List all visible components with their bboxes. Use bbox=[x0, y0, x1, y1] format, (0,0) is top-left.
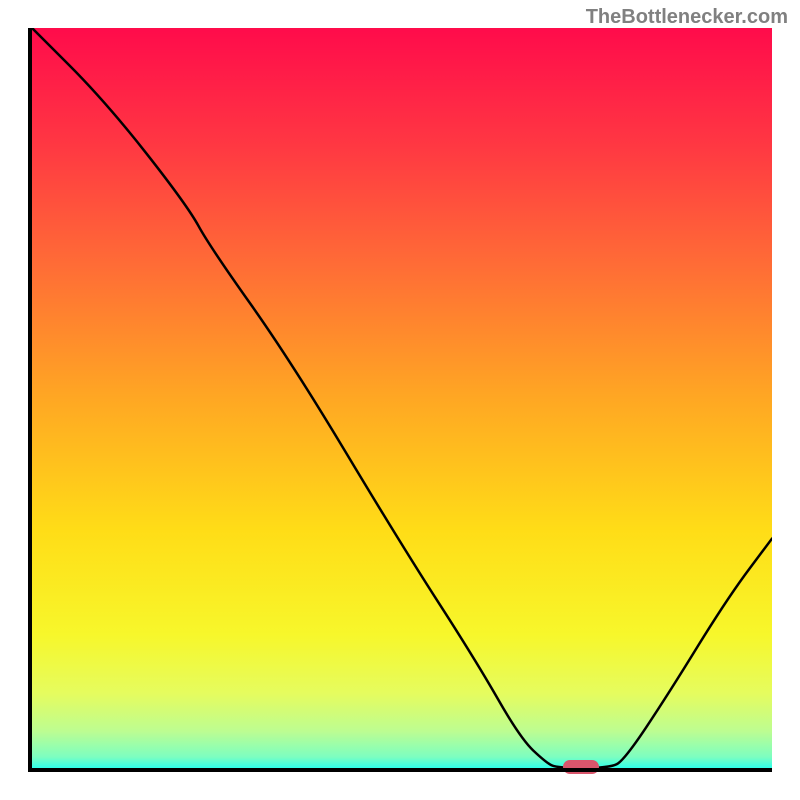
y-axis bbox=[28, 28, 32, 772]
watermark-text: TheBottlenecker.com bbox=[586, 6, 788, 29]
bottleneck-chart: TheBottlenecker.com bbox=[0, 0, 800, 800]
x-axis bbox=[28, 768, 772, 772]
bottleneck-curve bbox=[32, 28, 772, 768]
